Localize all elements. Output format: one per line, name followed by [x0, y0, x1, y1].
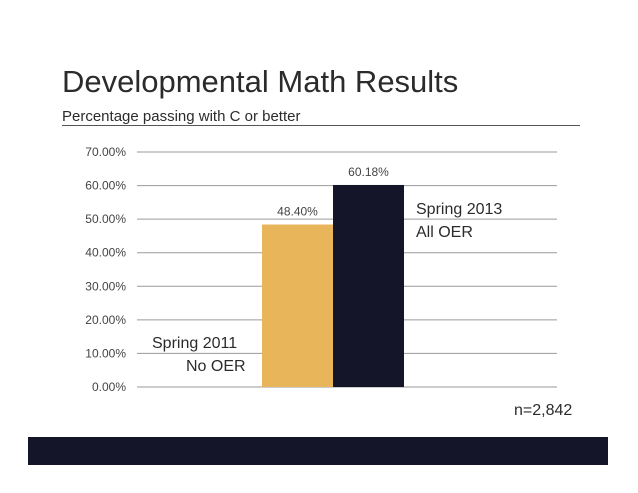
y-tick-label: 20.00%: [85, 313, 126, 327]
slide-subtitle: Percentage passing with C or better: [62, 108, 301, 125]
title-divider: [62, 125, 580, 126]
bar-annotations: Spring 2011 No OER Spring 2013 All OER: [152, 201, 502, 375]
bar-data-label: 48.40%: [277, 205, 318, 219]
bars: [262, 184, 404, 387]
footer-bar: [28, 437, 608, 465]
annotation-line1: Spring 2013: [416, 201, 502, 218]
annotation-line1: Spring 2011: [152, 335, 237, 352]
bar-data-label: 60.18%: [348, 165, 389, 179]
annotation-line2: All OER: [416, 224, 473, 241]
y-tick-label: 40.00%: [85, 246, 126, 260]
y-tick-label: 50.00%: [85, 212, 126, 226]
annotation-line2: No OER: [186, 358, 246, 375]
y-tick-label: 0.00%: [92, 380, 126, 394]
bar-2: [333, 184, 404, 387]
slide-title: Developmental Math Results: [62, 64, 459, 99]
y-axis-ticks: 0.00% 10.00% 20.00% 30.00% 40.00% 50.00% 60.00…: [85, 145, 126, 394]
sample-size-label: n=2,842: [514, 402, 573, 419]
bar-data-labels: 48.40% 60.18%: [277, 165, 389, 219]
y-tick-label: 60.00%: [85, 179, 126, 193]
bar-1: [262, 224, 333, 387]
y-tick-label: 30.00%: [85, 279, 126, 293]
y-tick-label: 70.00%: [85, 145, 126, 159]
y-tick-label: 10.00%: [85, 346, 126, 360]
